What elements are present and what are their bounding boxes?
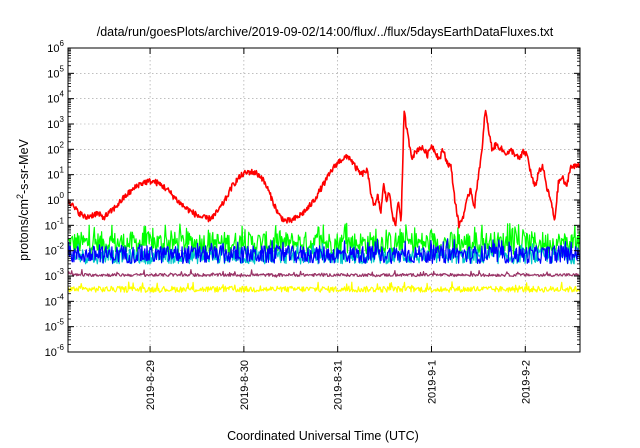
- y-tick-label: 101: [47, 166, 64, 182]
- chart-title: /data/run/goesPlots/archive/2019-09-02/1…: [97, 25, 554, 39]
- y-tick-label: 10-1: [45, 216, 65, 232]
- y-tick-exponent: -3: [57, 267, 65, 276]
- y-tick-exponent: 6: [60, 39, 65, 48]
- y-axis-label-sup: 2: [15, 194, 25, 199]
- x-tick-label: 2019-8-29: [145, 360, 157, 410]
- y-tick-exponent: -6: [57, 343, 65, 352]
- y-axis-label: protons/cm2-s-sr-MeV: [15, 138, 31, 260]
- x-tick-label: 2019-8-31: [333, 360, 345, 410]
- y-tick-exponent: 0: [60, 191, 65, 200]
- y-tick-label: 10-5: [45, 318, 65, 334]
- y-tick-exponent: -2: [57, 242, 65, 251]
- x-tick-label: 2019-9-2: [520, 360, 532, 404]
- grid-lines: [68, 48, 580, 352]
- data-series: [68, 109, 580, 293]
- y-axis-label-prefix: protons/cm: [17, 199, 31, 261]
- y-tick-exponent: 3: [60, 115, 65, 124]
- y-tick-label: 100: [47, 191, 64, 207]
- series-line-3: [68, 269, 580, 278]
- y-tick-label: 10-3: [45, 267, 65, 283]
- x-tick-label: 2019-8-30: [239, 360, 251, 410]
- series-line-2: [68, 238, 580, 264]
- x-axis-label: Coordinated Universal Time (UTC): [227, 429, 419, 443]
- y-tick-label: 10-6: [45, 343, 65, 359]
- y-tick-exponent: 1: [60, 166, 65, 175]
- y-tick-label: 103: [47, 115, 64, 131]
- y-tick-label: 102: [47, 140, 64, 156]
- y-tick-label: 10-2: [45, 242, 65, 258]
- y-tick-exponent: 2: [60, 140, 65, 149]
- y-axis-label-suffix: -s-sr-MeV: [17, 138, 31, 194]
- series-line-0: [68, 222, 580, 255]
- series-line-4: [68, 281, 580, 293]
- y-tick-label: 106: [47, 39, 64, 55]
- y-tick-label: 10-4: [45, 292, 65, 308]
- x-axis: 2019-8-29 2019-8-30 2019-8-31 2019-9-1 2019-…: [145, 48, 532, 410]
- y-tick-exponent: 4: [60, 90, 65, 99]
- y-tick-exponent: -1: [57, 216, 65, 225]
- y-tick-exponent: -4: [57, 292, 65, 301]
- y-axis: 10-610-510-410-310-210-11001011021031041…: [45, 39, 580, 359]
- y-tick-label: 104: [47, 90, 64, 106]
- series-line-5: [68, 109, 580, 229]
- x-tick-label: 2019-9-1: [426, 360, 438, 404]
- y-tick-exponent: -5: [57, 318, 65, 327]
- y-tick-exponent: 5: [60, 64, 65, 73]
- y-tick-label: 105: [47, 64, 64, 80]
